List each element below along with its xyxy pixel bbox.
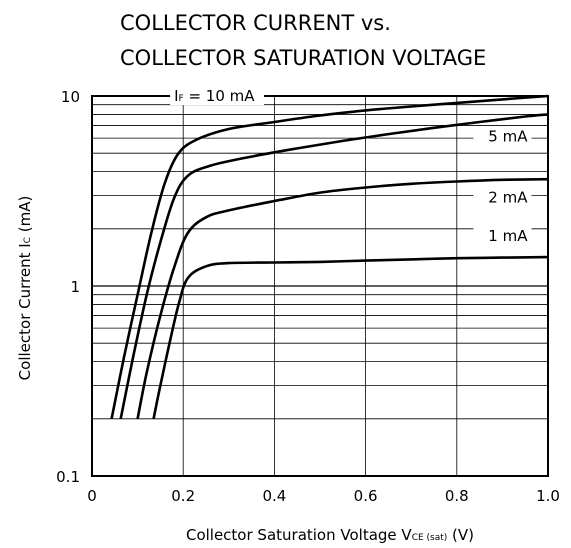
series-label-text: 5 mA xyxy=(488,128,528,146)
y-axis-label-unit: (mA) xyxy=(16,196,34,237)
series-label-value: 1 mA xyxy=(488,227,528,245)
series-label-backdrop xyxy=(473,126,532,146)
y-tick-label: 10 xyxy=(61,88,80,106)
series-label-backdrop xyxy=(473,187,532,207)
grid xyxy=(92,96,548,476)
chart-title-line-2: COLLECTOR SATURATION VOLTAGE xyxy=(120,46,486,70)
x-tick-label: 0.8 xyxy=(445,487,469,505)
x-axis-label: Collector Saturation Voltage VCE (sat) (… xyxy=(186,526,474,544)
series-label-4: 1 mA xyxy=(473,226,532,246)
series-label-backdrop xyxy=(473,226,532,246)
series-label-value: 2 mA xyxy=(488,189,528,207)
x-axis-label-text: Collector Saturation Voltage V xyxy=(186,526,412,544)
series-line-2 xyxy=(119,113,549,420)
series-label-prefix: I xyxy=(174,87,178,105)
y-tick-label: 0.1 xyxy=(56,468,80,486)
y-axis-label-text: Collector Current I xyxy=(16,243,34,380)
x-axis-label-unit: (V) xyxy=(447,526,474,544)
series-label-sub: F xyxy=(179,94,184,104)
series-line-1 xyxy=(110,94,549,420)
series-label-value: = 10 mA xyxy=(184,87,256,105)
series-line-4 xyxy=(152,255,549,420)
plot-frame xyxy=(91,95,549,477)
series-labels: IF = 10 mA 5 mA 2 mA 1 mA xyxy=(170,86,532,246)
series-layer xyxy=(110,94,549,420)
series-label-3: 2 mA xyxy=(473,187,532,207)
x-axis-label-sub: CE (sat) xyxy=(412,533,448,543)
x-tick-label: 0 xyxy=(87,487,97,505)
y-axis-label: Collector Current IC (mA) xyxy=(16,196,34,381)
x-tick-label: 0.6 xyxy=(354,487,378,505)
chart-title-line-1: COLLECTOR CURRENT vs. xyxy=(120,11,391,35)
series-label-backdrop xyxy=(170,86,265,106)
series-label-text: IF = 10 mA xyxy=(174,87,255,105)
x-tick-label: 0.2 xyxy=(171,487,195,505)
series-label-value: 5 mA xyxy=(488,128,528,146)
series-label-2: 5 mA xyxy=(473,126,532,146)
series-label-1: IF = 10 mA xyxy=(170,86,265,106)
x-tick-label: 1.0 xyxy=(536,487,560,505)
series-label-text: 2 mA xyxy=(488,189,528,207)
series-line-3 xyxy=(136,177,549,420)
y-axis-label-sub: C xyxy=(23,237,33,243)
tick-labels: 0 0.2 0.4 0.6 0.8 1.0 0.1 1 10 xyxy=(56,88,560,505)
y-tick-label: 1 xyxy=(70,278,80,296)
series-label-text: 1 mA xyxy=(488,227,528,245)
x-tick-label: 0.4 xyxy=(262,487,286,505)
